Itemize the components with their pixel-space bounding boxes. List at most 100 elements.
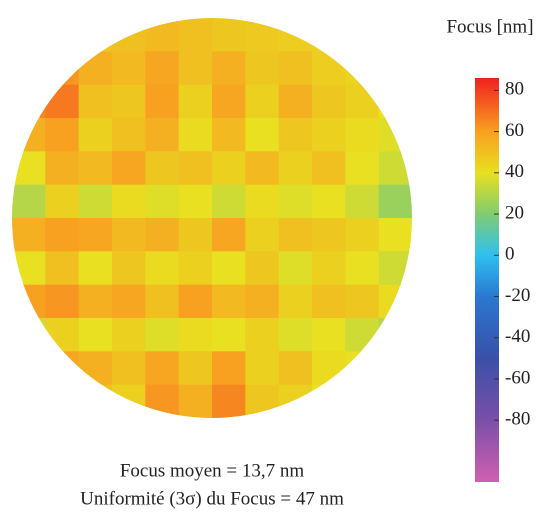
heat-cell: [378, 184, 412, 219]
heat-cell: [178, 284, 213, 319]
heat-cell: [345, 284, 380, 319]
heat-cell: [312, 218, 346, 252]
heat-cell: [78, 251, 113, 286]
heat-cell: [345, 184, 380, 219]
heat-cell: [12, 218, 46, 252]
heat-cell: [45, 251, 80, 286]
heat-cell: [245, 151, 280, 186]
heat-cell: [212, 284, 246, 319]
heat-cell: [245, 184, 280, 219]
heat-cell: [145, 318, 180, 352]
heat-cell: [245, 84, 280, 119]
heat-cell: [278, 184, 313, 219]
heat-cell: [212, 384, 246, 418]
heat-cell: [45, 118, 80, 152]
heat-cell: [178, 51, 213, 86]
heat-cell: [12, 18, 46, 52]
heat-cell: [145, 384, 180, 418]
colorbar-title: Focus [nm]: [446, 16, 533, 37]
heat-cell: [112, 84, 146, 119]
heat-cell: [78, 318, 113, 352]
heat-cell: [278, 118, 313, 152]
heat-cell: [345, 218, 380, 252]
heat-cell: [145, 284, 180, 319]
heat-cell: [112, 18, 146, 52]
heat-cell: [345, 351, 380, 386]
heat-cell: [12, 184, 46, 219]
heat-cell: [378, 251, 412, 286]
heat-cell: [112, 384, 146, 418]
heat-cell: [178, 384, 213, 418]
heat-cell: [112, 151, 146, 186]
heat-cell: [378, 318, 412, 352]
heat-cell: [312, 51, 346, 86]
heat-cell: [78, 218, 113, 252]
heat-cell: [45, 51, 80, 86]
heat-cell: [112, 51, 146, 86]
heat-cell: [245, 284, 280, 319]
colorbar-tick-label: 0: [505, 244, 515, 265]
heat-cell: [78, 184, 113, 219]
heat-cell: [278, 151, 313, 186]
heat-cell: [12, 351, 46, 386]
heat-cell: [78, 284, 113, 319]
heat-cell: [112, 118, 146, 152]
heat-cell: [78, 18, 113, 52]
heat-cell: [212, 151, 246, 186]
heat-cell: [245, 51, 280, 86]
heat-cell: [278, 18, 313, 52]
colorbar-tick-label: 40: [505, 161, 524, 182]
heat-cell: [245, 118, 280, 152]
heat-cell: [45, 351, 80, 386]
colorbar-tick-label: -40: [505, 326, 530, 347]
heat-cell: [145, 351, 180, 386]
heat-cell: [45, 318, 80, 352]
colorbar-tick-label: -20: [505, 285, 530, 306]
heat-cell: [45, 184, 80, 219]
heat-cell: [12, 51, 46, 86]
heat-cell: [145, 118, 180, 152]
heat-cell: [245, 18, 280, 52]
heat-cell: [278, 284, 313, 319]
colorbar-tick-label: -60: [505, 367, 530, 388]
heat-cell: [178, 251, 213, 286]
heat-cell: [112, 351, 146, 386]
heat-cell: [378, 18, 412, 52]
heat-cell: [345, 251, 380, 286]
heat-cell: [278, 351, 313, 386]
heat-cell: [78, 51, 113, 86]
annotation: Uniformité (3σ) du Focus = 47 nm: [80, 488, 344, 509]
heat-cell: [12, 318, 46, 352]
heat-cell: [278, 84, 313, 119]
heat-cell: [112, 184, 146, 219]
heat-cell: [12, 251, 46, 286]
heat-cell: [378, 284, 412, 319]
heat-cell: [212, 18, 246, 52]
heat-cell: [145, 151, 180, 186]
heat-cell: [345, 51, 380, 86]
heat-cell: [245, 251, 280, 286]
heat-cell: [312, 18, 346, 52]
heat-cell: [312, 118, 346, 152]
heat-cell: [212, 118, 246, 152]
heat-cell: [312, 318, 346, 352]
heat-cell: [245, 384, 280, 418]
heat-cell: [78, 118, 113, 152]
heat-cell: [278, 218, 313, 252]
heat-cell: [378, 351, 412, 386]
heat-cell: [212, 84, 246, 119]
heat-cell: [12, 384, 46, 418]
heat-cell: [378, 151, 412, 186]
heat-cell: [378, 118, 412, 152]
heat-cell: [12, 118, 46, 152]
heat-cell: [145, 218, 180, 252]
heat-cell: [78, 384, 113, 418]
wafer-map: [12, 18, 412, 418]
heat-cell: [245, 218, 280, 252]
heat-cell: [112, 284, 146, 319]
heat-cell: [145, 18, 180, 52]
heat-cell: [378, 51, 412, 86]
heat-cell: [78, 84, 113, 119]
colorbar: [475, 78, 499, 482]
